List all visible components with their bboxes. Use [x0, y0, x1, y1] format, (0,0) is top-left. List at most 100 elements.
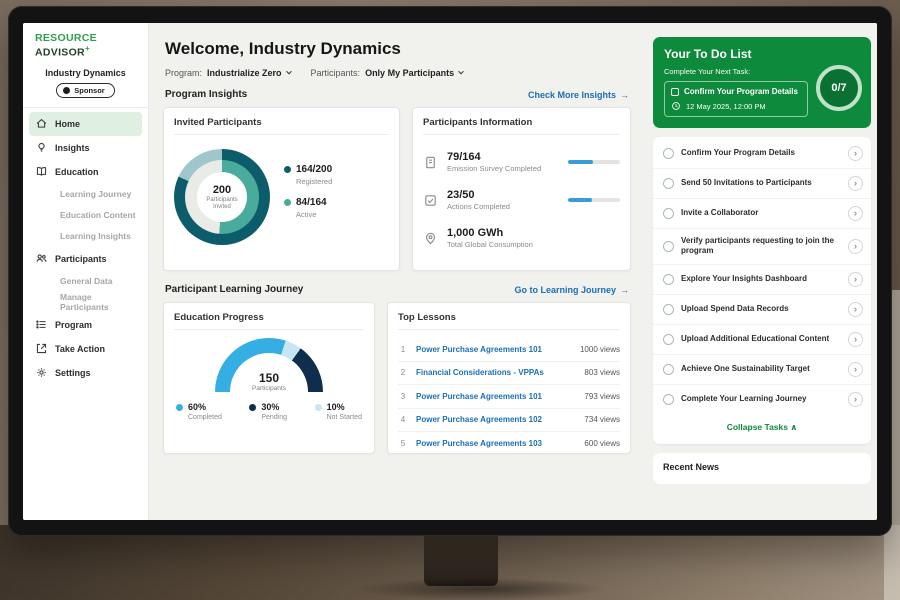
legend-item-not-started: 10% Not Started — [314, 402, 362, 421]
participants-information-card: Participants Information 79/164 Emission… — [412, 107, 631, 271]
lesson-row: 5 Power Purchase Agreements 103 600 view… — [398, 432, 620, 456]
pending-dot — [249, 403, 257, 411]
sidebar-item-general-data[interactable]: General Data — [29, 271, 142, 292]
lesson-link[interactable]: Power Purchase Agreements 101 — [416, 344, 542, 354]
lesson-link[interactable]: Power Purchase Agreements 103 — [416, 439, 542, 449]
sidebar-item-learning-insights[interactable]: Learning Insights — [29, 226, 142, 247]
info-row-actions: 23/50 Actions Completed — [423, 181, 620, 219]
sidebar-item-take-action[interactable]: Take Action — [29, 337, 142, 361]
task-checkbox[interactable] — [663, 208, 674, 219]
sidebar-item-education-content[interactable]: Education Content — [29, 205, 142, 226]
go-to-learning-journey-link[interactable]: Go to Learning Journey → — [514, 285, 629, 295]
gauge-center-value: 150 — [258, 371, 280, 385]
task-chevron-button[interactable]: › — [848, 271, 863, 287]
sidebar-item-manage-participants[interactable]: Manage Participants — [29, 292, 142, 313]
lesson-row: 1 Power Purchase Agreements 101 1000 vie… — [398, 338, 620, 362]
insights-icon — [35, 141, 48, 154]
task-row: Verify participants requesting to join t… — [653, 229, 871, 265]
sponsor-badge-icon — [63, 86, 71, 94]
task-checkbox[interactable] — [663, 273, 674, 285]
task-label: Verify participants requesting to join t… — [681, 236, 834, 256]
lesson-link[interactable]: Financial Considerations - VPPAs — [416, 368, 544, 378]
sidebar-item-settings[interactable]: Settings — [29, 361, 142, 385]
monitor-stand — [424, 534, 498, 586]
task-checkbox[interactable] — [663, 303, 674, 315]
app-logo: RESOURCE ADVISOR+ — [23, 32, 148, 59]
task-chevron-button[interactable]: › — [848, 238, 863, 254]
task-label: Achieve One Sustainability Target — [681, 364, 810, 374]
next-task-box[interactable]: Confirm Your Program Details 12 May 2025… — [664, 81, 808, 117]
task-checkbox[interactable] — [663, 240, 674, 252]
legend-value: 84/164 — [296, 197, 327, 208]
collapse-label: Collapse Tasks — [726, 421, 788, 432]
task-list: Confirm Your Program Details › Send 50 I… — [653, 137, 871, 444]
task-checkbox[interactable] — [663, 178, 674, 189]
task-chevron-button[interactable]: › — [848, 301, 863, 317]
chevron-up-icon: ∧ — [790, 421, 798, 432]
lesson-link[interactable]: Power Purchase Agreements 101 — [416, 391, 542, 401]
sidebar-item-education[interactable]: Education — [29, 160, 142, 184]
task-checkbox[interactable] — [663, 333, 674, 345]
task-chevron-button[interactable]: › — [848, 331, 863, 347]
lesson-views: 1000 views — [579, 344, 620, 354]
legend-value: 164/200 — [296, 164, 333, 175]
invited-donut-outer: 200 Participants Invited — [174, 149, 270, 245]
donut-center-label: Participants Invited — [206, 196, 238, 210]
sidebar-item-participants[interactable]: Participants — [29, 247, 142, 271]
survey-progress-bar — [568, 160, 620, 164]
lesson-rank: 1 — [400, 344, 406, 354]
task-chevron-button[interactable]: › — [848, 206, 863, 221]
task-row: Invite a Collaborator › — [653, 199, 871, 229]
top-lessons-card: Top Lessons 1 Power Purchase Agreements … — [387, 302, 631, 454]
task-checkbox[interactable] — [663, 148, 674, 159]
todo-summary-card: Your To Do List Complete Your Next Task:… — [653, 37, 871, 128]
legend-item-registered: 164/200 Registered — [284, 164, 332, 186]
task-row: Complete Your Learning Journey › — [653, 385, 871, 414]
task-chevron-button[interactable]: › — [848, 146, 863, 161]
sidebar-item-insights[interactable]: Insights — [29, 136, 142, 160]
section-title: Program Insights — [165, 89, 248, 100]
next-task-checkbox[interactable] — [671, 87, 679, 96]
logo-secondary: ADVISOR — [35, 46, 85, 59]
lesson-views: 793 views — [584, 391, 620, 401]
task-chevron-button[interactable]: › — [848, 176, 863, 191]
task-chevron-button[interactable]: › — [848, 361, 863, 377]
participants-select-value: Only My Participants — [365, 68, 455, 78]
recent-news-card[interactable]: Recent News — [653, 452, 871, 484]
sidebar-item-label: Home — [55, 118, 81, 129]
location-pin-icon — [423, 231, 438, 246]
legend-label: Active — [296, 210, 317, 219]
legend-item-pending: 30% Pending — [249, 402, 287, 421]
gear-icon — [35, 366, 48, 379]
sidebar-item-label: General Data — [60, 276, 113, 286]
lesson-row: 3 Power Purchase Agreements 101 793 view… — [398, 385, 620, 409]
logo-primary: RESOURCE — [35, 32, 97, 44]
task-checkbox[interactable] — [663, 393, 674, 405]
next-task-due: 12 May 2025, 12:00 PM — [686, 101, 766, 111]
check-more-insights-link[interactable]: Check More Insights → — [528, 90, 629, 100]
chevron-down-icon — [285, 68, 292, 75]
sidebar-item-learning-journey[interactable]: Learning Journey — [29, 184, 142, 205]
task-chevron-button[interactable]: › — [848, 391, 863, 407]
todo-subtitle: Complete Your Next Task: — [664, 67, 751, 76]
sidebar-item-home[interactable]: Home — [29, 111, 142, 136]
next-task-label: Confirm Your Program Details — [684, 87, 798, 96]
sidebar-item-program[interactable]: Program — [29, 313, 142, 337]
task-row: Explore Your Insights Dashboard › — [653, 265, 871, 295]
sidebar-item-label: Learning Insights — [60, 231, 131, 241]
invited-participants-card: Invited Participants 200 Participants In… — [163, 107, 400, 271]
info-value: 79/164 — [447, 151, 481, 163]
program-select-label: Program: — [165, 68, 203, 78]
program-select[interactable]: Program: Industrialize Zero — [165, 68, 292, 78]
info-row-consumption: 1,000 GWh Total Global Consumption — [423, 219, 620, 257]
participants-select[interactable]: Participants: Only My Participants — [311, 68, 464, 78]
education-gauge: 150 Participants — [215, 338, 323, 392]
arrow-right-icon: → — [620, 284, 629, 295]
gauge-center: 150 Participants — [215, 371, 323, 392]
lesson-views: 803 views — [584, 368, 620, 378]
collapse-tasks-link[interactable]: Collapse Tasks ∧ — [653, 414, 871, 442]
task-checkbox[interactable] — [663, 363, 674, 375]
lesson-link[interactable]: Power Purchase Agreements 102 — [416, 415, 542, 425]
chevron-down-icon — [458, 68, 464, 75]
